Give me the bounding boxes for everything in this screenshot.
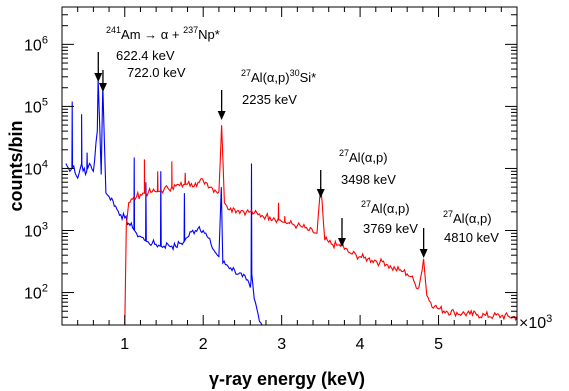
- annotation-arrowhead: [419, 249, 428, 258]
- x-tick-label: 2: [199, 336, 208, 353]
- annotation-label: 4810 keV: [444, 230, 499, 245]
- x-axis-title: γ-ray energy (keV): [209, 369, 365, 389]
- y-tick-label: 105: [24, 96, 48, 116]
- svg-text:27Al(α,p): 27Al(α,p): [361, 199, 410, 216]
- series-line-2: [124, 125, 517, 325]
- annotation-label: 2235 keV: [242, 92, 297, 107]
- y-tick-label: 106: [24, 34, 48, 54]
- x-tick-label: 3: [277, 336, 286, 353]
- y-tick-label: 102: [24, 283, 48, 303]
- reaction-label-am: 241Am → α + 237Np*: [106, 25, 220, 42]
- svg-text:27Al(α,p): 27Al(α,p): [339, 148, 388, 165]
- y-tick-label: 103: [24, 221, 48, 241]
- svg-text:27Al(α,p)30Si*: 27Al(α,p)30Si*: [241, 68, 316, 85]
- y-axis-title: counts/bin: [6, 121, 26, 212]
- annotation-arrowhead: [98, 83, 107, 92]
- series-line-1: [65, 78, 269, 325]
- reaction-label-al-3769: 27Al(α,p): [361, 199, 410, 216]
- x-multiplier: ×103: [519, 313, 552, 332]
- svg-text:27Al(α,p): 27Al(α,p): [443, 209, 492, 226]
- annotation-arrowhead: [94, 73, 103, 82]
- annotation-arrowhead: [217, 111, 226, 120]
- reaction-label-si: 27Al(α,p)30Si*: [241, 68, 316, 85]
- annotation-label: 622.4 keV: [116, 48, 175, 63]
- reaction-label-al-3498: 27Al(α,p): [339, 148, 388, 165]
- svg-text:241Am → α + 237Np*: 241Am → α + 237Np*: [106, 25, 220, 42]
- annotation-label: 3498 keV: [341, 172, 396, 187]
- x-tick-label: 1: [120, 336, 129, 353]
- annotation-arrowhead: [316, 189, 325, 198]
- y-tick-label: 104: [24, 158, 48, 178]
- annotation-label: 722.0 keV: [127, 65, 186, 80]
- x-tick-label: 4: [356, 336, 365, 353]
- reaction-label-al-4810: 27Al(α,p): [443, 209, 492, 226]
- svg-text:×103: ×103: [519, 313, 552, 332]
- x-tick-label: 5: [434, 336, 443, 353]
- annotation-arrowhead: [337, 238, 346, 247]
- plot-frame: [61, 6, 518, 326]
- annotation-label: 3769 keV: [363, 221, 418, 236]
